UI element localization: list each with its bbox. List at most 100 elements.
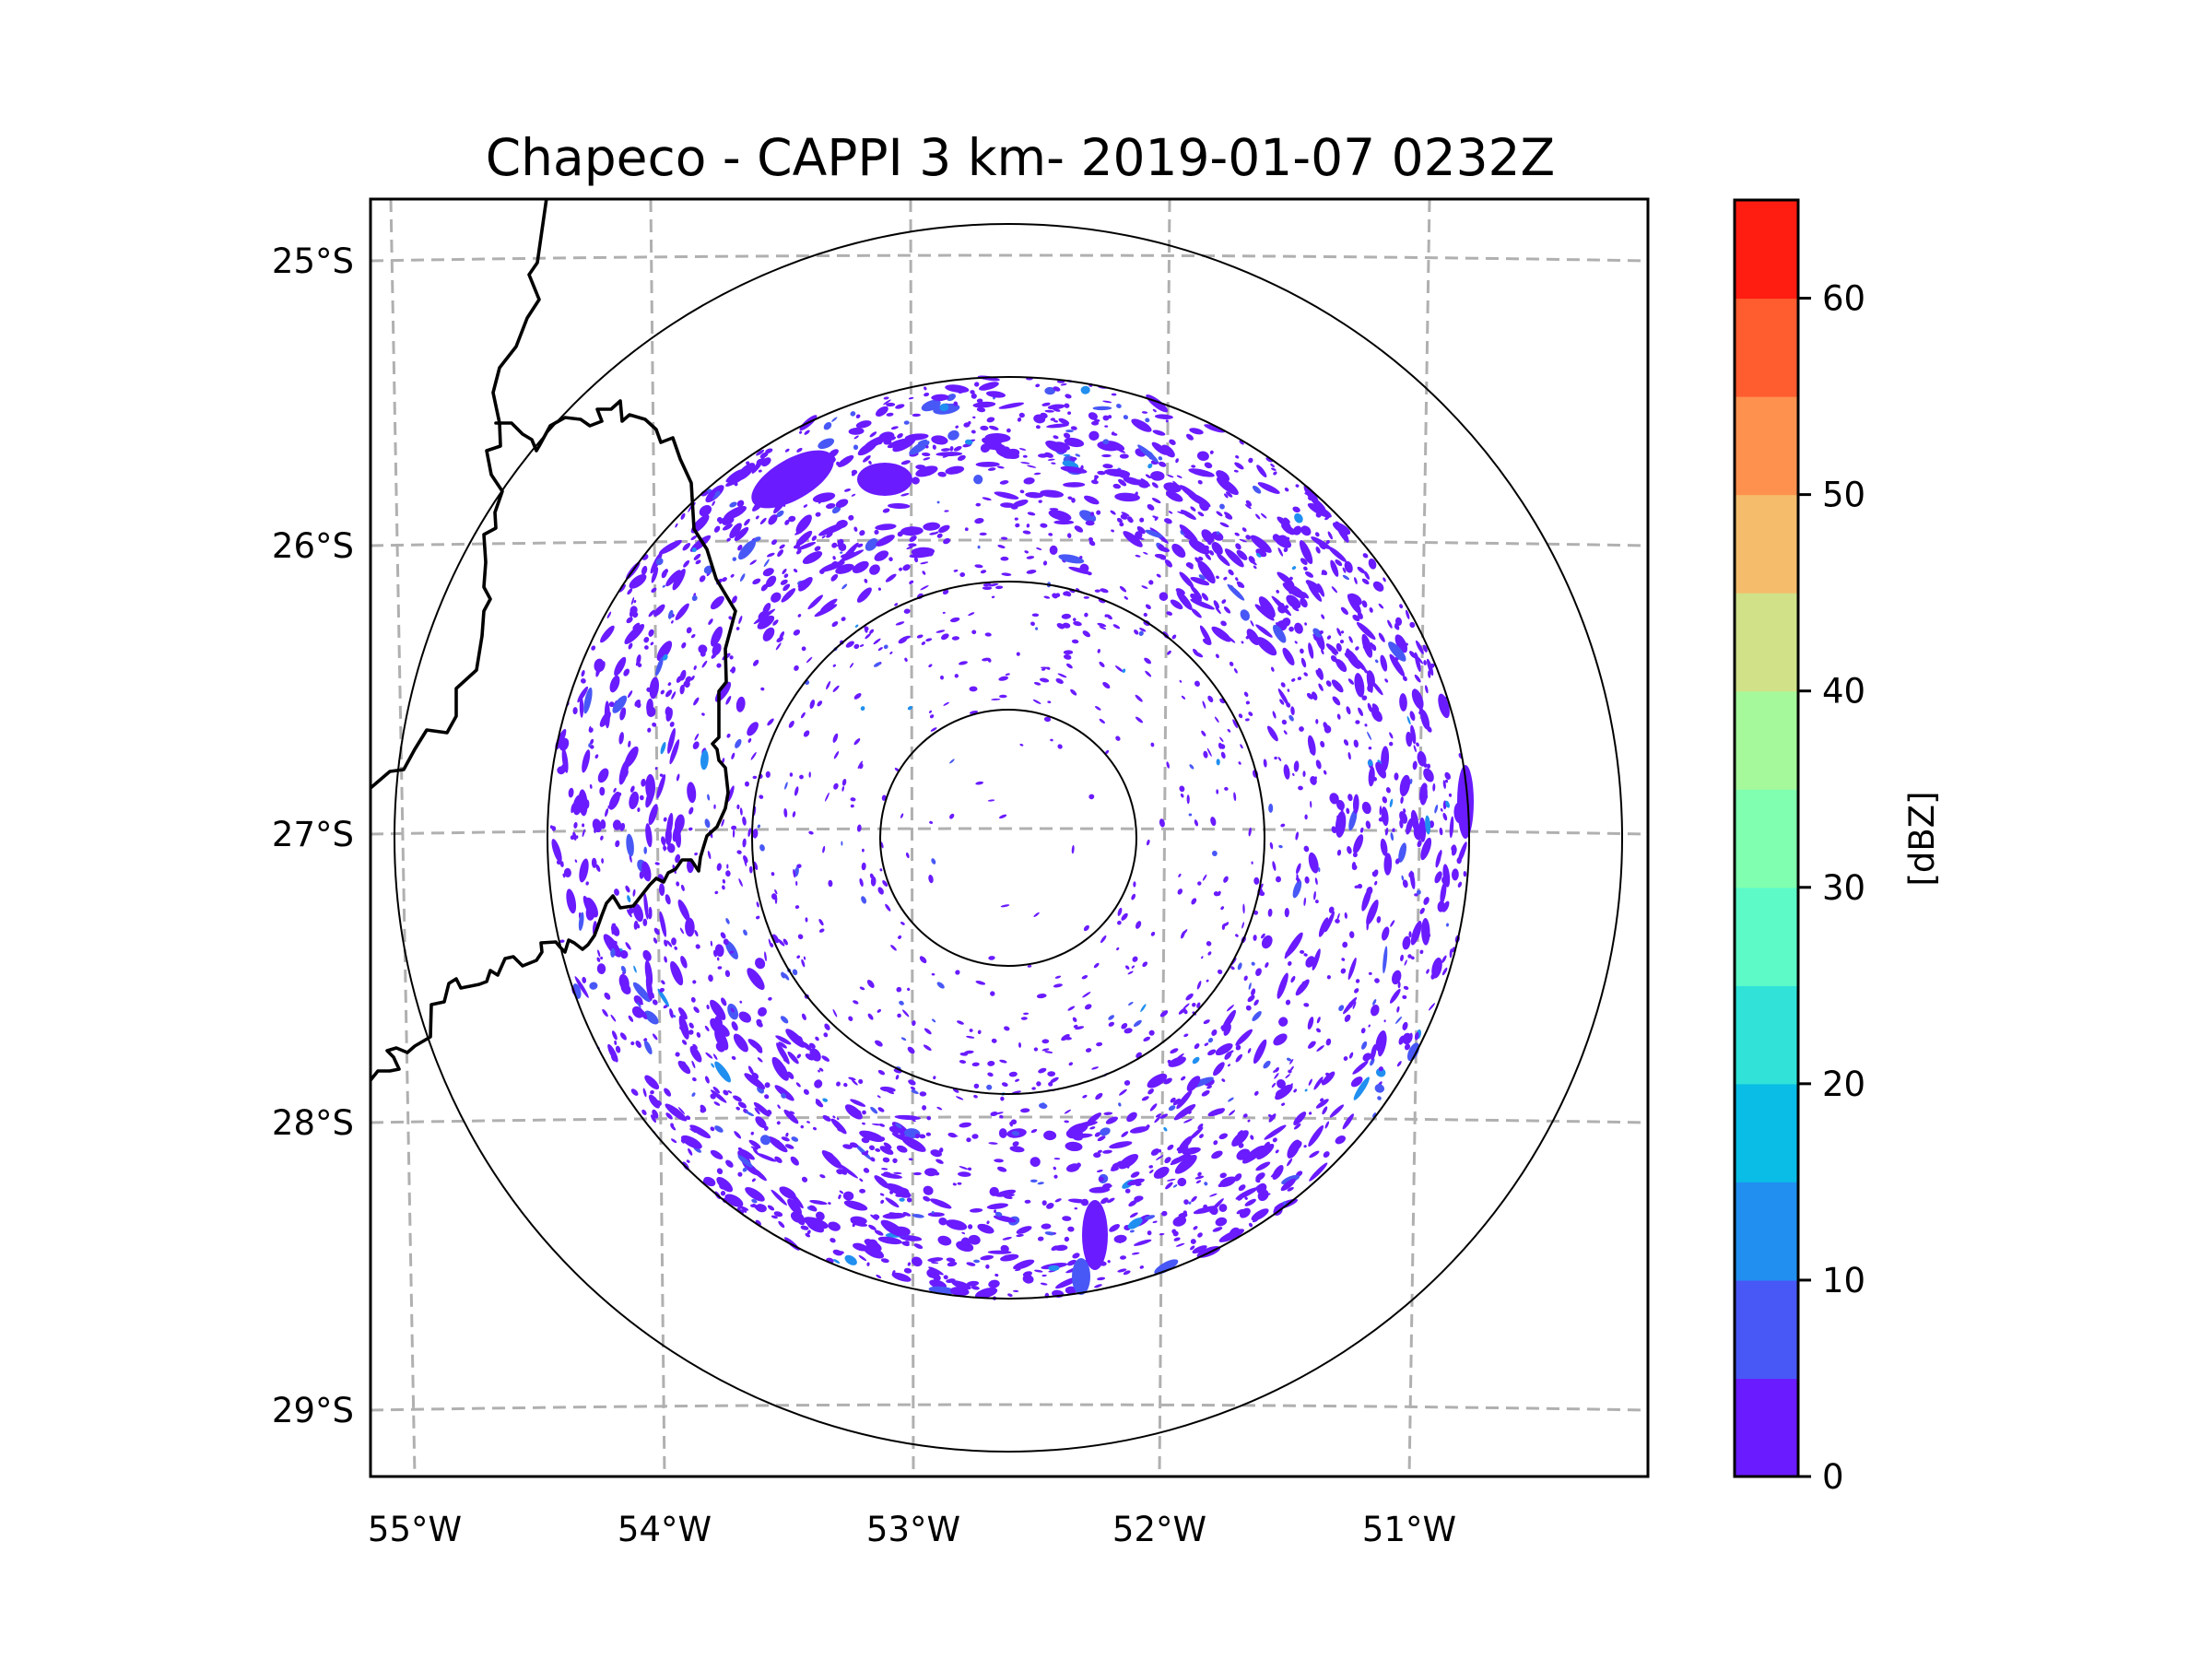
echo-speckle [658,539,682,555]
echo-speckle [883,396,889,400]
echo-speckle [659,987,665,993]
echo-speckle [1205,545,1209,550]
echo-speckle [688,1030,694,1035]
echo-speckle [1207,1049,1217,1056]
echo-speckle [799,1218,805,1221]
echo-speckle [968,1234,981,1245]
echo-speckle [1048,533,1053,536]
echo-speckle [1292,525,1302,535]
echo-speckle [708,618,713,626]
echo-speckle [952,1088,959,1093]
echo-speckle [1290,706,1295,715]
echo-speckle [970,1207,983,1213]
echo-speckle [623,668,630,677]
echo-speckle [980,443,991,453]
echo-speckle [832,556,836,560]
echo-speckle [879,868,883,872]
echo-speckle [756,449,765,456]
echo-speckle [1389,732,1394,739]
echo-speckle [1127,971,1134,975]
echo-speckle [1411,688,1424,710]
echo-speckle [693,697,700,706]
echo-speckle [923,1185,934,1195]
echo-speckle [879,1146,894,1155]
echo-speckle [578,912,584,931]
echo-speckle [654,862,660,865]
echo-speckle [780,579,788,585]
echo-speckle [641,565,648,575]
colorbar-bin [1735,887,1798,986]
echo-speckle [796,955,801,959]
echo-speckle [1331,679,1344,693]
echo-speckle [1203,750,1208,759]
echo-speckle [877,1069,886,1076]
echo-speckle [686,627,692,634]
echo-speckle [1277,1078,1286,1089]
echo-speckle [1315,669,1322,678]
echo-speckle [736,500,745,508]
echo-speckle [1381,746,1390,771]
echo-speckle [1366,920,1370,931]
echo-speckle [1380,838,1388,856]
echo-speckle [1442,812,1448,821]
echo-speckle [991,595,995,599]
echo-speckle [1244,1198,1256,1206]
echo-speckle [724,505,747,521]
echo-speckle [1260,512,1267,519]
echo-speckle [1132,956,1138,962]
echo-speckle [693,665,697,671]
echo-speckle [1139,517,1145,523]
echo-speckle [1155,1113,1162,1118]
echo-speckle [1047,458,1055,461]
echo-speckle [774,894,778,904]
echo-speckle [1212,1227,1223,1232]
echo-speckle [1194,680,1200,688]
echo-speckle [986,1203,1009,1210]
echo-speckle [1109,1224,1120,1232]
echo-speckle [911,547,935,557]
echo-speckle [750,1146,759,1150]
echo-speckle [1046,423,1069,429]
echo-speckle [1336,799,1345,811]
echo-speckle [831,417,838,422]
echo-speckle [1348,1052,1354,1059]
echo-speckle [1247,1048,1252,1053]
echo-speckle [664,939,668,947]
echo-speckle [1196,981,1202,990]
echo-speckle [1284,935,1300,959]
echo-speckle [747,737,752,743]
echo-speckle [1300,949,1305,954]
echo-speckle [1062,1216,1072,1221]
echo-speckle [1180,1146,1189,1152]
echo-speckle [850,804,854,808]
echo-speckle [818,438,835,450]
echo-speckle [1310,800,1312,808]
echo-speckle [705,485,724,503]
echo-speckle [650,641,654,646]
echo-speckle [676,881,680,887]
echo-speckle [609,675,620,693]
echo-speckle [1159,556,1167,560]
echo-speckle [613,940,618,946]
echo-speckle [749,559,757,565]
echo-speckle [1402,994,1407,1000]
echo-speckle [1413,928,1418,935]
echo-speckle [990,991,995,996]
echo-speckle [912,1214,924,1218]
echo-speckle [1020,1108,1030,1113]
echo-speckle [1307,1041,1316,1049]
echo-speckle [1026,524,1030,528]
echo-speckle [752,578,761,585]
echo-speckle [987,658,992,663]
echo-speckle [1311,691,1318,700]
echo-speckle [907,706,912,711]
echo-speckle [1060,465,1088,474]
echo-speckle [1135,536,1145,540]
echo-speckle [1203,1019,1210,1025]
echo-speckle [842,1144,853,1149]
echo-speckle [756,1018,762,1025]
echo-speckle [1183,1199,1189,1205]
echo-speckle [1398,1035,1405,1045]
echo-speckle [1072,1017,1077,1022]
echo-speckle [655,1100,662,1106]
